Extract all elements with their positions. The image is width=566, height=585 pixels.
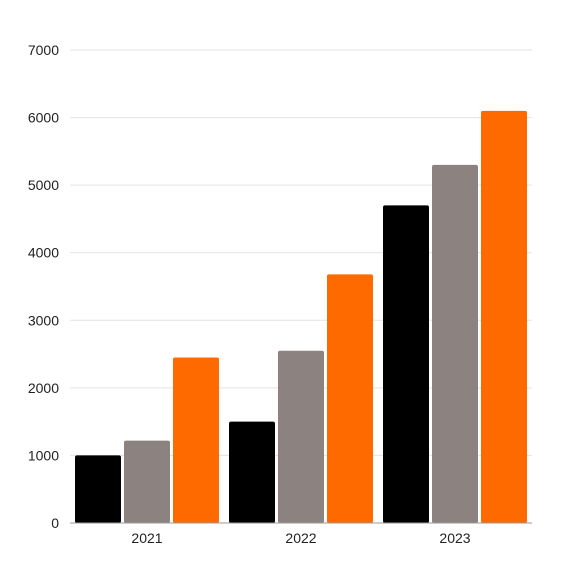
y-tick-label: 7000 [28,42,59,58]
x-tick-label: 2022 [285,530,316,546]
bar-2023-series-1 [383,205,429,523]
y-tick-label: 6000 [28,110,59,126]
bar-2023-series-3 [481,110,527,524]
bar-2022-series-2 [278,350,324,523]
x-tick-label: 2021 [131,530,162,546]
gridlines [70,49,532,456]
y-tick-label: 2000 [28,380,59,396]
bar-2022-series-3 [327,274,373,523]
y-tick-label: 1000 [28,447,59,463]
y-axis-tick-labels: 0 1000 2000 3000 4000 5000 6000 7000 [28,42,59,531]
y-tick-label: 4000 [28,245,59,261]
bar-2021-series-3 [173,357,219,523]
y-tick-label: 0 [51,515,59,531]
bar-2021-series-1 [75,455,121,523]
x-tick-label: 2023 [439,530,470,546]
x-axis-tick-labels: 2021 2022 2023 [131,530,470,546]
bar-2021-series-2 [124,440,170,523]
y-tick-label: 5000 [28,177,59,193]
bar-2022-series-1 [229,421,275,523]
bar-2023-series-2 [432,164,478,523]
bars [75,110,527,524]
y-tick-label: 3000 [28,312,59,328]
